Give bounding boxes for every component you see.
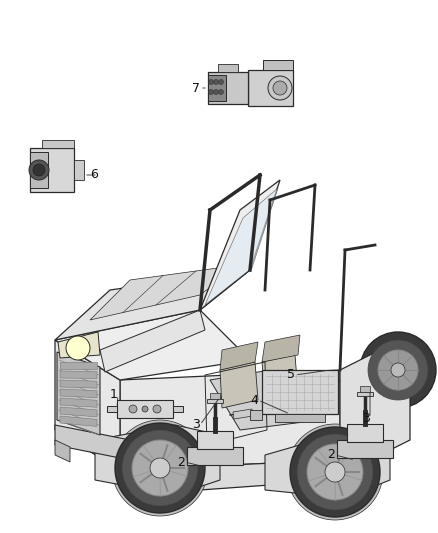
Polygon shape [347, 424, 383, 442]
Polygon shape [262, 335, 300, 362]
Circle shape [213, 79, 219, 85]
Polygon shape [55, 310, 250, 380]
Circle shape [132, 440, 188, 496]
Polygon shape [173, 406, 183, 412]
Polygon shape [357, 392, 373, 396]
Circle shape [112, 420, 208, 516]
Circle shape [115, 423, 205, 513]
Polygon shape [55, 270, 250, 340]
Polygon shape [58, 332, 100, 358]
Polygon shape [120, 460, 340, 490]
Polygon shape [30, 152, 48, 188]
Polygon shape [55, 440, 70, 462]
Polygon shape [60, 362, 97, 369]
Text: 4: 4 [250, 393, 258, 407]
Circle shape [150, 458, 170, 478]
Circle shape [290, 427, 380, 517]
Polygon shape [42, 140, 74, 148]
Polygon shape [248, 70, 293, 106]
Circle shape [33, 164, 45, 176]
Circle shape [208, 79, 213, 85]
Text: 2: 2 [177, 456, 185, 469]
Polygon shape [107, 406, 117, 412]
Circle shape [122, 430, 198, 506]
Polygon shape [100, 310, 205, 372]
Text: 5: 5 [287, 368, 295, 382]
Circle shape [142, 406, 148, 412]
Polygon shape [117, 400, 173, 418]
Circle shape [368, 340, 428, 400]
Polygon shape [90, 265, 240, 320]
Polygon shape [208, 72, 248, 104]
Polygon shape [60, 407, 97, 417]
Circle shape [219, 90, 223, 94]
Polygon shape [208, 75, 226, 101]
Circle shape [268, 76, 292, 100]
Polygon shape [30, 148, 74, 192]
Circle shape [219, 79, 223, 85]
Circle shape [129, 405, 137, 413]
Polygon shape [55, 425, 130, 460]
Polygon shape [60, 398, 97, 407]
Circle shape [287, 424, 383, 520]
Circle shape [378, 350, 418, 390]
Circle shape [325, 462, 345, 482]
Polygon shape [60, 389, 97, 398]
Text: 7: 7 [192, 82, 200, 94]
Circle shape [360, 332, 436, 408]
Polygon shape [187, 447, 243, 465]
Polygon shape [263, 60, 293, 70]
Polygon shape [60, 416, 97, 426]
Circle shape [66, 336, 90, 360]
Circle shape [307, 444, 363, 500]
Circle shape [153, 405, 161, 413]
Polygon shape [207, 399, 223, 403]
Polygon shape [233, 409, 253, 419]
Polygon shape [210, 370, 340, 430]
Polygon shape [205, 188, 278, 305]
Polygon shape [218, 64, 238, 72]
Polygon shape [220, 362, 258, 408]
Polygon shape [95, 425, 220, 495]
Polygon shape [55, 340, 120, 470]
Text: 3: 3 [192, 418, 200, 432]
Polygon shape [57, 352, 100, 435]
Polygon shape [265, 432, 390, 498]
Polygon shape [74, 160, 84, 180]
Polygon shape [120, 370, 340, 470]
Circle shape [29, 160, 49, 180]
Text: 6: 6 [90, 168, 98, 182]
Polygon shape [60, 380, 97, 388]
Text: 3: 3 [362, 411, 370, 424]
Polygon shape [210, 393, 220, 399]
Polygon shape [250, 410, 262, 420]
Circle shape [273, 81, 287, 95]
Polygon shape [340, 345, 410, 460]
Polygon shape [275, 414, 325, 422]
Polygon shape [220, 342, 258, 370]
Circle shape [213, 90, 219, 94]
Polygon shape [360, 386, 370, 392]
Circle shape [391, 363, 405, 377]
Circle shape [208, 90, 213, 94]
Text: 2: 2 [327, 448, 335, 462]
Polygon shape [337, 440, 393, 458]
Polygon shape [197, 431, 233, 449]
Text: 1: 1 [110, 389, 118, 401]
Polygon shape [200, 180, 280, 310]
Polygon shape [60, 371, 97, 378]
Polygon shape [262, 355, 298, 400]
Circle shape [297, 434, 373, 510]
Polygon shape [262, 370, 338, 414]
